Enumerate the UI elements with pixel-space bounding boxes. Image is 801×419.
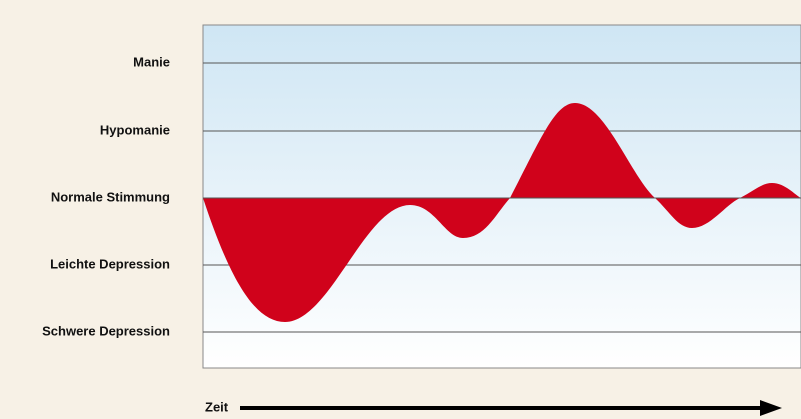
level-label: Manie: [133, 54, 170, 69]
level-label: Normale Stimmung: [51, 189, 170, 204]
level-label: Leichte Depression: [50, 256, 170, 271]
arrow-head: [760, 400, 782, 416]
x-label: Zeit: [205, 399, 229, 414]
level-label: Hypomanie: [100, 122, 170, 137]
level-label: Schwere Depression: [42, 323, 170, 338]
mood-curve: [203, 103, 801, 322]
